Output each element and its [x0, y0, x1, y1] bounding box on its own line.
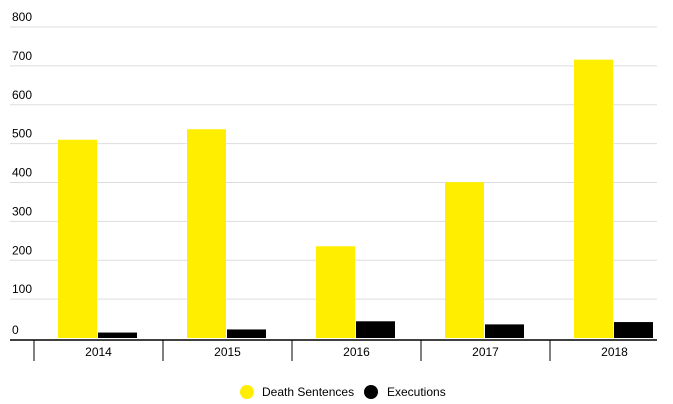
bar-executions-2015 [227, 329, 266, 338]
y-tick-label-300: 300 [12, 204, 32, 218]
x-tick-label-2017: 2017 [472, 345, 499, 359]
x-tick-label-2015: 2015 [214, 345, 241, 359]
x-tick-label-2016: 2016 [343, 345, 370, 359]
legend-marker-death-sentences [240, 385, 254, 399]
legend-label-death-sentences: Death Sentences [262, 385, 354, 399]
y-tick-label-800: 800 [12, 10, 32, 24]
bars [58, 59, 653, 338]
legend: Death Sentences Executions [240, 385, 446, 399]
y-tick-label-500: 500 [12, 127, 32, 141]
bar-death-sentences-2017 [445, 182, 484, 338]
x-axis [10, 339, 657, 361]
y-tick-label-0: 0 [12, 323, 19, 337]
bar-executions-2014 [98, 332, 137, 338]
bar-executions-2017 [485, 324, 524, 338]
x-tick-label-2018: 2018 [601, 345, 628, 359]
y-tick-label-700: 700 [12, 49, 32, 63]
gridlines [10, 26, 657, 300]
legend-label-executions: Executions [387, 385, 446, 399]
y-tick-label-600: 600 [12, 88, 32, 102]
bar-executions-2018 [614, 322, 653, 338]
y-tick-label-400: 400 [12, 166, 32, 180]
y-axis-ticks: 0 100 200 300 400 500 600 700 800 [12, 10, 32, 337]
y-tick-label-100: 100 [12, 282, 32, 296]
bar-death-sentences-2015 [187, 129, 226, 338]
bar-executions-2016 [356, 321, 395, 338]
y-tick-label-200: 200 [12, 243, 32, 257]
legend-marker-executions [364, 385, 378, 399]
bar-death-sentences-2014 [58, 139, 97, 338]
bar-death-sentences-2016 [316, 246, 355, 338]
bar-death-sentences-2018 [574, 59, 613, 338]
x-tick-label-2014: 2014 [85, 345, 112, 359]
x-axis-ticks: 2014 2015 2016 2017 2018 [85, 345, 628, 359]
